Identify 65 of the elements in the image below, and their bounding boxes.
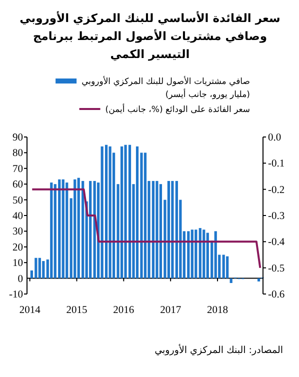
bar (198, 228, 202, 278)
bar (167, 180, 170, 278)
bar (194, 230, 198, 278)
y-tick-label: 30 (12, 226, 23, 238)
y-tick-label: -10 (9, 290, 23, 300)
y2-tick-label: -0.4 (268, 237, 286, 248)
bar (206, 232, 209, 278)
bar (62, 179, 64, 278)
bar (124, 144, 127, 278)
bar (128, 144, 132, 278)
y-tick-label: 10 (12, 258, 23, 270)
bar (187, 231, 190, 278)
y2-tick-label: -0.6 (268, 290, 285, 300)
bar (190, 230, 194, 278)
chart-title: سعر الفائدة الأساسي للبنك المركزي الأوروبي وصافي مشتريات الأصول المرتبط ببرنامج التيسير الكمي (20, 11, 280, 61)
bar (34, 258, 38, 278)
bar (144, 152, 147, 278)
y-tick-label: 60 (12, 180, 23, 191)
y-tick-label: 50 (12, 195, 23, 206)
y2-tick-label: -0.3 (268, 211, 285, 222)
text: المصادر: البنك المركزي الأوروبي (154, 343, 283, 356)
bar (136, 146, 139, 278)
y-tick-label: 70 (12, 164, 23, 175)
bar (38, 258, 41, 278)
y2-tick-label: -0.2 (268, 184, 285, 196)
y2-tick-label: 0.0 (268, 132, 282, 144)
bar (159, 184, 162, 278)
bar (120, 146, 124, 278)
bar (226, 256, 229, 278)
y-tick-label: 0 (18, 274, 23, 285)
bar (77, 178, 80, 278)
y-tick-label: 80 (12, 148, 23, 160)
bar (89, 180, 92, 278)
x-tick-label: 2015 (66, 305, 88, 316)
y-tick-label: 90 (12, 132, 23, 144)
y2-tick-label: -0.5 (268, 263, 285, 274)
x-tick-label: 2017 (160, 305, 182, 316)
y2-tick-label: -0.1 (268, 158, 285, 170)
bar (156, 180, 158, 278)
bar (66, 182, 68, 278)
bar (214, 231, 217, 278)
legend-label: سعر الفائدة على الودائع (%، جانب أيمن) (105, 103, 250, 115)
bar (222, 254, 225, 278)
y-tick-label: 20 (12, 242, 23, 254)
bar (152, 180, 155, 278)
bar (74, 179, 76, 278)
bar (108, 146, 112, 278)
legend-label: صافي مشتريات الأصول للبنك المركزي الأوروبي (مليار يورو، جانب أيسر) (82, 75, 250, 100)
bar (175, 180, 178, 278)
bar (93, 180, 96, 278)
x-tick-label: 2016 (113, 305, 134, 316)
x-tick-label: 2018 (206, 305, 228, 316)
bar (50, 182, 53, 278)
bar (100, 146, 104, 278)
bar (202, 230, 206, 278)
x-tick-label: 2014 (19, 305, 42, 316)
bar (42, 261, 45, 278)
line-series (31, 188, 262, 269)
bar (230, 278, 232, 284)
bar (104, 144, 108, 278)
bar (171, 180, 174, 278)
bar (82, 180, 84, 278)
y-tick-label: 40 (12, 211, 23, 222)
bar (58, 179, 61, 278)
bar (257, 278, 260, 282)
